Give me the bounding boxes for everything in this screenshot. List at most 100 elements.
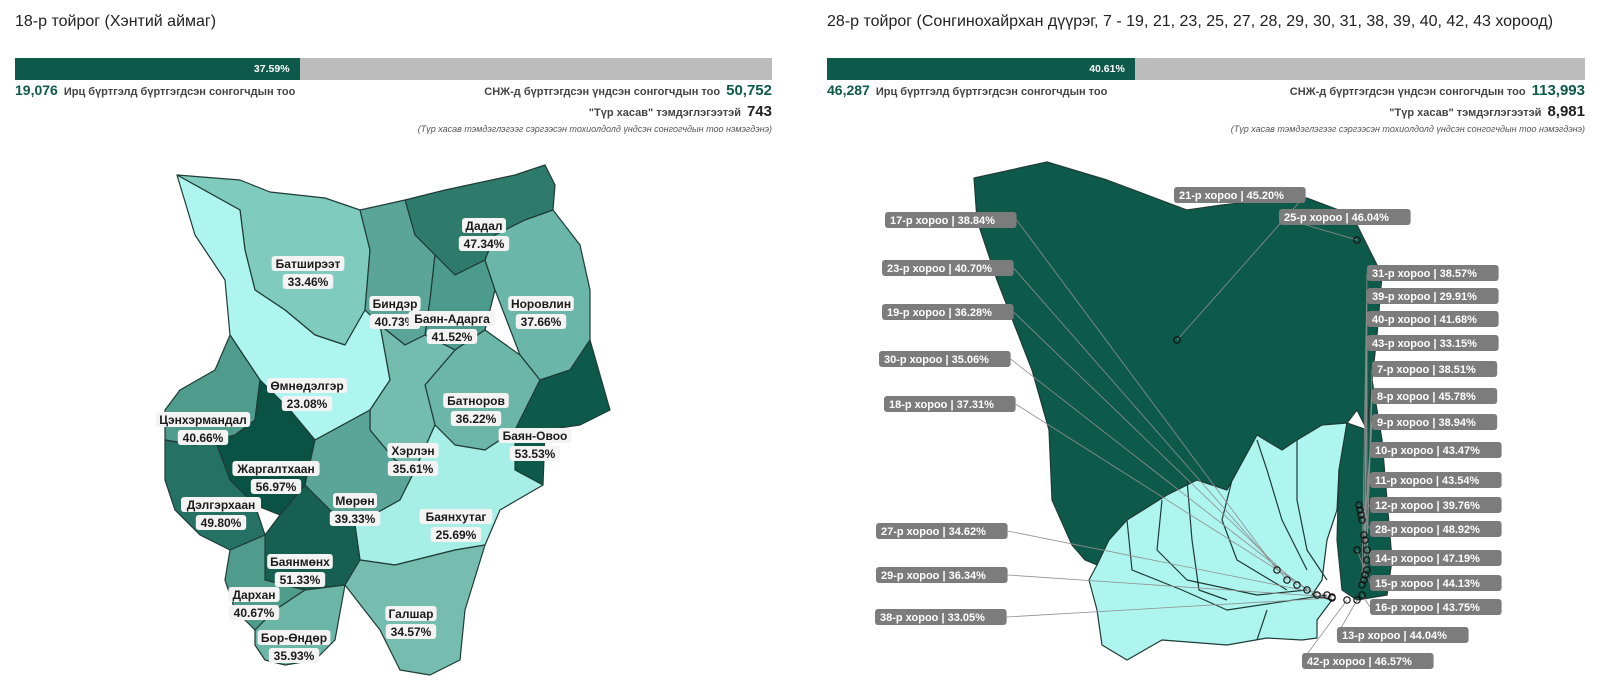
khoroo-line-d — [1296, 440, 1328, 581]
khoroo-tag[interactable]: 40-р хороо | 41.68% — [1367, 311, 1499, 327]
khoroo-tag-text: 28-р хороо | 48.92% — [1375, 524, 1480, 536]
khoroo-tag-text: 14-р хороо | 47.19% — [1375, 553, 1480, 565]
khoroo-line-f — [1126, 519, 1328, 611]
khoroo-tag[interactable]: 17-р хороо | 38.84% — [885, 212, 1017, 228]
khoroo-centroid-marker — [1343, 596, 1351, 604]
khoroo-tag-text: 11-р хороо | 43.54% — [1375, 475, 1480, 487]
khoroo-tag[interactable]: 29-р хороо | 36.34% — [876, 567, 1008, 583]
region-pct-box — [250, 479, 302, 494]
khoroo-tag[interactable]: 21-р хороо | 45.20% — [1174, 187, 1306, 203]
khoroo-tag[interactable]: 19-р хороо | 36.28% — [882, 304, 1014, 320]
khoroo-centroid-marker — [1358, 591, 1366, 599]
khoroo-tag[interactable]: 14-р хороо | 47.19% — [1370, 550, 1502, 566]
khoroo-tag-text: 17-р хороо | 38.84% — [890, 215, 995, 227]
khoroo-tag-box — [1372, 388, 1498, 404]
region-name: Биндэр — [373, 297, 418, 311]
khoroo-tag[interactable]: 12-р хороо | 39.76% — [1370, 497, 1502, 513]
khoroo-tag-box — [1370, 550, 1502, 566]
khoroo-tag-text: 30-р хороо | 35.06% — [884, 354, 989, 366]
khoroo-tag-box — [1370, 575, 1502, 591]
khoroo-tag-box — [1367, 288, 1499, 304]
region-label: Баян-Овоо 53.53% — [498, 428, 572, 461]
left-turnout-bar: 37.59% — [15, 58, 772, 80]
khoroo-tag-text: 40-р хороо | 41.68% — [1372, 314, 1477, 326]
khoroo-tag-text: 38-р хороо | 33.05% — [880, 612, 985, 624]
khoroo-tag[interactable]: 39-р хороо | 29.91% — [1367, 288, 1499, 304]
right-note: (Түр хасав тэмдэглэгээг сэргээсэн тохиол… — [1230, 124, 1585, 134]
khentii-map: Батширээт33.46%Дадал47.34%Биндэр40.73%Ба… — [155, 164, 611, 676]
left-blank-count: 743 — [746, 103, 772, 120]
khoroo-tag[interactable]: 23-р хороо | 40.70% — [882, 260, 1014, 276]
khoroo-tag[interactable]: 8-р хороо | 45.78% — [1372, 388, 1498, 404]
khoroo-centroid-marker — [1353, 546, 1361, 554]
right-registered-count: 113,993 — [1531, 82, 1585, 99]
left-registered: СНЖ-д бүртгэгдсэн үндсэн сонгогчдын тоо 5… — [484, 82, 772, 99]
khoroo-tag-text: 21-р хороо | 45.20% — [1179, 190, 1284, 202]
region-label: Дэлгэрхаан 49.80% — [181, 497, 261, 530]
region-pct: 40.67% — [234, 606, 275, 620]
region-name: Баян-Овоо — [503, 429, 568, 443]
region-label: Баянхутаг 25.69% — [419, 509, 493, 542]
region-name: Дэлгэрхаан — [187, 498, 256, 512]
khoroo-tag[interactable]: 28-р хороо | 48.92% — [1370, 521, 1502, 537]
region-pct: 39.33% — [335, 512, 376, 526]
region-pct-box — [268, 648, 320, 663]
khoroo-tag[interactable]: 16-р хороо | 43.75% — [1370, 599, 1502, 615]
khoroo-tag[interactable]: 7-р хороо | 38.51% — [1372, 361, 1498, 377]
khoroo-tag-text: 9-р хороо | 38.94% — [1377, 417, 1476, 429]
region-pct-box — [177, 430, 229, 445]
khoroo-tag-box — [885, 212, 1017, 228]
khoroo-tag-text: 7-р хороо | 38.51% — [1377, 364, 1476, 376]
khoroo-tag[interactable]: 31-р хороо | 38.57% — [1367, 265, 1499, 281]
right-turnout-fill: 40.61% — [827, 58, 1135, 80]
region-name-box — [498, 428, 572, 443]
region-label: Дархан 40.67% — [228, 587, 280, 620]
khoroo-tag[interactable]: 9-р хороо | 38.94% — [1372, 414, 1498, 430]
left-voted-count: 19,076 — [15, 82, 58, 98]
left-blank-label: "Түр хасав" тэмдэглэгээтэй — [588, 107, 741, 119]
khoroo-centroid-marker — [1357, 511, 1365, 519]
khoroo-tag-box — [1370, 599, 1502, 615]
khoroo-tag-text: 19-р хороо | 36.28% — [887, 307, 992, 319]
khoroo-tag-text: 8-р хороо | 45.78% — [1377, 391, 1476, 403]
left-registered-label: СНЖ-д бүртгэгдсэн үндсэн сонгогчдын тоо — [484, 86, 721, 98]
leader-line — [1013, 311, 1298, 586]
khoroo-tag[interactable]: 15-р хороо | 44.13% — [1370, 575, 1502, 591]
khoroo-tag[interactable]: 43-р хороо | 33.15% — [1367, 335, 1499, 351]
right-voted: 46,287 Ирц бүртгэлд бүртгэгдсэн сонгогчды… — [827, 82, 1107, 98]
leader-line — [1015, 403, 1318, 596]
khoroo-line-g — [1256, 609, 1268, 641]
right-blank-count: 8,981 — [1547, 103, 1585, 120]
region-name-box — [271, 256, 345, 271]
right-registered-label: СНЖ-д бүртгэгдсэн үндсэн сонгогчдын тоо — [1289, 86, 1526, 98]
khoroo-tag-box — [1370, 521, 1502, 537]
khoroo-tag-text: 13-р хороо | 44.04% — [1342, 630, 1447, 642]
left-turnout-label: 37.59% — [253, 63, 290, 75]
leader-line — [1361, 272, 1368, 586]
khoroo-tag[interactable]: 13-р хороо | 44.04% — [1337, 627, 1469, 643]
khoroo-tag[interactable]: 30-р хороо | 35.06% — [879, 351, 1011, 367]
region-name: Батширээт — [276, 257, 341, 271]
khoroo-tag[interactable]: 10-р хороо | 43.47% — [1370, 442, 1502, 458]
khoroo-tag[interactable]: 42-р хороо | 46.57% — [1302, 653, 1434, 669]
khoroo-tag[interactable]: 38-р хороо | 33.05% — [875, 609, 1007, 625]
khoroo-tag-box — [1372, 414, 1498, 430]
region-name: Жаргалтхаан — [236, 462, 314, 476]
region-pct: 33.46% — [288, 275, 329, 289]
region-label: Мөрөн 39.33% — [329, 493, 381, 526]
khoroo-tag-text: 31-р хороо | 38.57% — [1372, 268, 1477, 280]
left-title: 18-р тойрог (Хэнтий аймаг) — [15, 13, 217, 30]
khoroo-tag[interactable]: 25-р хороо | 46.04% — [1279, 209, 1411, 225]
left-voted: 19,076 Ирц бүртгэлд бүртгэгдсэн сонгогчды… — [15, 82, 295, 98]
region-pct: 41.52% — [432, 330, 473, 344]
khoroo-tag[interactable]: 11-р хороо | 43.54% — [1370, 472, 1502, 488]
khoroo-tag[interactable]: 27-р хороо | 34.62% — [876, 523, 1008, 539]
khoroo-tag-text: 27-р хороо | 34.62% — [881, 526, 986, 538]
region-label: Норовлин 37.66% — [508, 296, 574, 329]
khoroo-tag[interactable]: 18-р хороо | 37.31% — [884, 396, 1016, 412]
region-name-box — [228, 587, 280, 602]
region-pct-box — [430, 527, 482, 542]
khoroo-centroid-marker — [1360, 576, 1368, 584]
khoroo-tag-box — [1370, 497, 1502, 513]
khoroo-tag-box — [1279, 209, 1411, 225]
